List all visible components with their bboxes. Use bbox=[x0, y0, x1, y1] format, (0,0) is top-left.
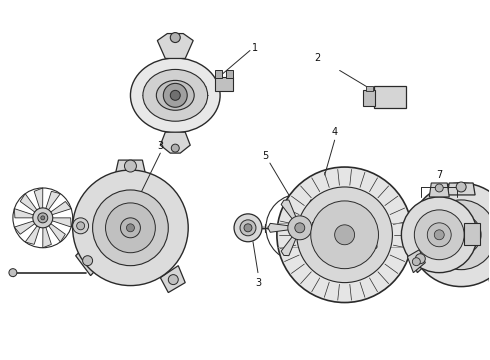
Circle shape bbox=[234, 214, 262, 242]
Circle shape bbox=[277, 167, 413, 302]
Circle shape bbox=[426, 200, 490, 270]
Circle shape bbox=[413, 258, 420, 266]
Polygon shape bbox=[14, 220, 36, 234]
Polygon shape bbox=[160, 266, 185, 293]
Polygon shape bbox=[50, 218, 71, 227]
Bar bbox=[226, 71, 233, 78]
Text: 3: 3 bbox=[255, 278, 261, 288]
Text: 3: 3 bbox=[157, 141, 163, 151]
Circle shape bbox=[416, 254, 425, 264]
Polygon shape bbox=[25, 224, 40, 244]
Circle shape bbox=[93, 190, 168, 266]
Circle shape bbox=[453, 227, 469, 243]
Circle shape bbox=[335, 225, 355, 245]
Polygon shape bbox=[75, 243, 102, 276]
Circle shape bbox=[427, 223, 451, 247]
Circle shape bbox=[163, 84, 187, 107]
Polygon shape bbox=[447, 183, 475, 195]
Circle shape bbox=[126, 224, 134, 232]
Circle shape bbox=[9, 269, 17, 276]
Polygon shape bbox=[160, 132, 190, 153]
Circle shape bbox=[105, 203, 155, 253]
Bar bbox=[215, 77, 233, 91]
Circle shape bbox=[171, 32, 180, 42]
Circle shape bbox=[401, 197, 477, 273]
Circle shape bbox=[83, 256, 93, 266]
Polygon shape bbox=[14, 208, 35, 218]
Text: 4: 4 bbox=[332, 127, 338, 137]
Polygon shape bbox=[409, 243, 431, 273]
Polygon shape bbox=[302, 200, 318, 222]
Polygon shape bbox=[49, 202, 71, 215]
Circle shape bbox=[244, 224, 252, 232]
Circle shape bbox=[73, 218, 89, 234]
Circle shape bbox=[171, 90, 180, 100]
Circle shape bbox=[41, 216, 45, 220]
Polygon shape bbox=[268, 223, 292, 232]
Bar bbox=[363, 90, 375, 106]
Bar bbox=[366, 86, 372, 91]
Circle shape bbox=[73, 170, 188, 285]
Circle shape bbox=[295, 223, 305, 233]
Circle shape bbox=[311, 201, 378, 269]
Circle shape bbox=[168, 275, 178, 285]
Polygon shape bbox=[48, 222, 65, 242]
Bar bbox=[312, 222, 324, 234]
Polygon shape bbox=[43, 225, 51, 248]
Polygon shape bbox=[45, 191, 60, 211]
Circle shape bbox=[38, 213, 48, 223]
Circle shape bbox=[435, 184, 443, 192]
Polygon shape bbox=[34, 188, 43, 210]
Bar bbox=[425, 228, 434, 240]
Polygon shape bbox=[429, 183, 449, 197]
Ellipse shape bbox=[143, 69, 208, 121]
Text: 2: 2 bbox=[315, 54, 321, 63]
Ellipse shape bbox=[156, 80, 194, 110]
Circle shape bbox=[76, 222, 85, 230]
Circle shape bbox=[121, 218, 141, 238]
Polygon shape bbox=[489, 269, 490, 294]
Polygon shape bbox=[20, 194, 38, 213]
Bar bbox=[464, 223, 480, 245]
Circle shape bbox=[415, 210, 464, 260]
Polygon shape bbox=[308, 223, 332, 232]
Ellipse shape bbox=[130, 58, 220, 133]
Text: 5: 5 bbox=[262, 151, 268, 161]
Polygon shape bbox=[157, 33, 193, 58]
Polygon shape bbox=[115, 160, 147, 178]
Text: 7: 7 bbox=[436, 170, 442, 180]
Circle shape bbox=[172, 144, 179, 152]
Text: 6: 6 bbox=[371, 241, 378, 251]
Circle shape bbox=[456, 182, 466, 192]
Polygon shape bbox=[281, 200, 297, 222]
Circle shape bbox=[33, 208, 53, 228]
Text: 1: 1 bbox=[252, 42, 258, 53]
Circle shape bbox=[434, 230, 444, 240]
Circle shape bbox=[409, 183, 490, 287]
Circle shape bbox=[288, 216, 312, 240]
Circle shape bbox=[441, 215, 481, 255]
Bar bbox=[374, 86, 406, 108]
Polygon shape bbox=[407, 250, 425, 273]
Polygon shape bbox=[302, 234, 318, 256]
Polygon shape bbox=[281, 234, 297, 256]
Circle shape bbox=[240, 220, 256, 236]
Circle shape bbox=[124, 160, 136, 172]
Circle shape bbox=[297, 187, 392, 283]
Bar bbox=[215, 71, 222, 78]
